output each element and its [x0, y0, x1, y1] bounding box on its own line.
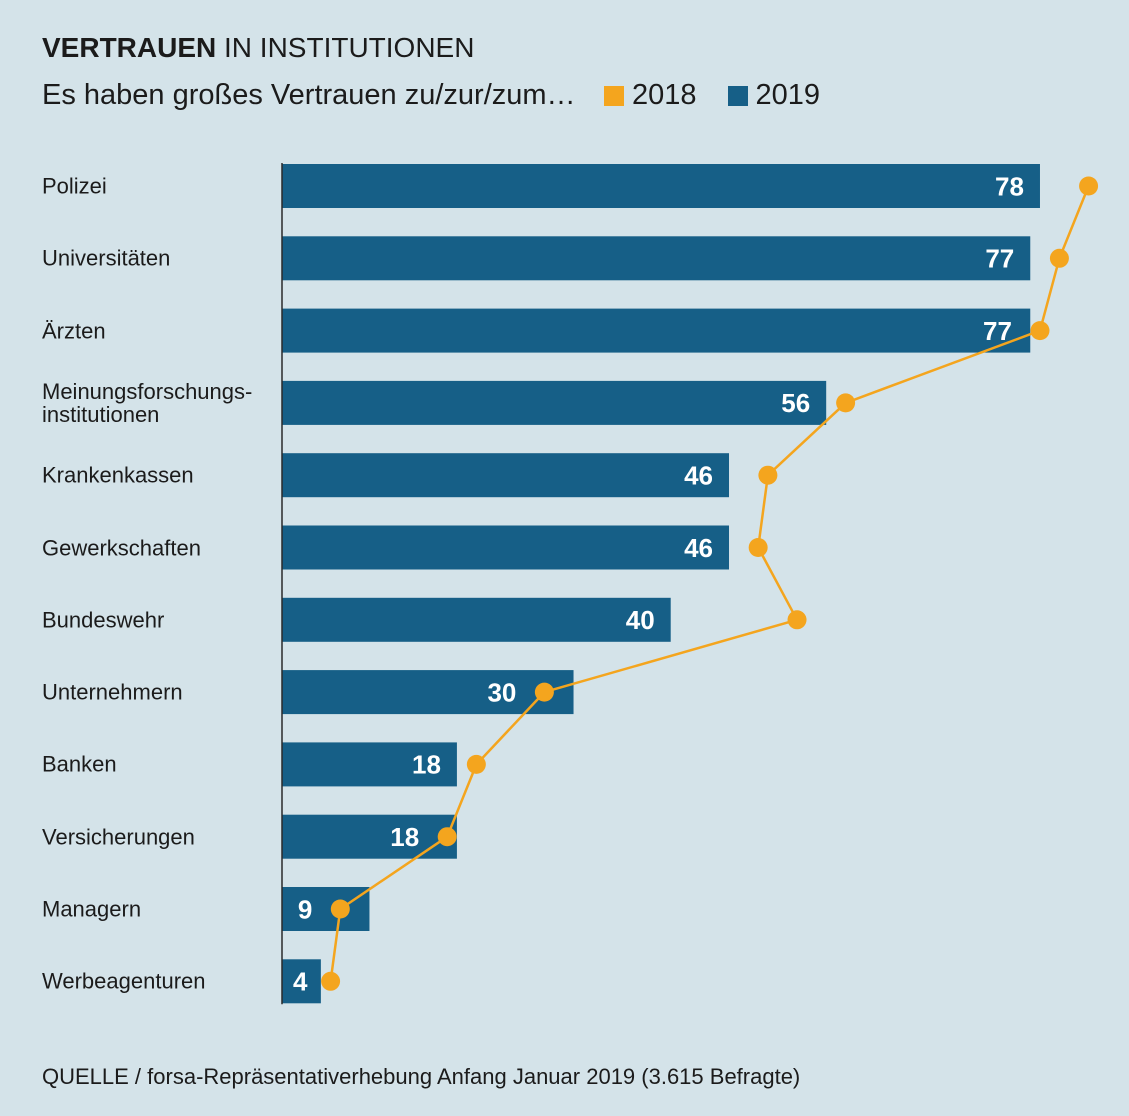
- legend-item-2019: 2019: [727, 79, 821, 111]
- point-2018: [748, 538, 768, 557]
- category-label: Versicherungen: [42, 824, 195, 850]
- point-2018: [330, 899, 350, 919]
- bar-2019: [282, 814, 457, 859]
- bar-2019: [282, 597, 671, 642]
- bar-2019: [282, 525, 730, 570]
- category-label: Werbeagenturen: [42, 968, 206, 994]
- point-2018: [466, 754, 486, 774]
- source-note: QUELLE / forsa-Repräsentativerhebung Anf…: [42, 1064, 801, 1089]
- legend-label-2019: 2019: [755, 79, 821, 111]
- data-label-2019: 18: [390, 822, 419, 852]
- category-label: Gewerkschaften: [42, 535, 201, 560]
- line-series-2018: [321, 176, 1099, 991]
- chart-title-rest: IN INSTITUTIONEN: [224, 32, 475, 63]
- bar-2019: [282, 742, 457, 787]
- category-label: Meinungsforschungs- institutionen: [42, 378, 253, 427]
- data-label-2019: 56: [781, 388, 810, 418]
- point-2018: [1079, 176, 1099, 196]
- data-label-2019: 78: [995, 171, 1024, 201]
- legend-item-2018: 2018: [604, 81, 697, 110]
- point-2018: [1049, 248, 1069, 268]
- point-2018: [534, 682, 554, 702]
- point-2018: [836, 393, 856, 413]
- data-label-2019: 40: [626, 605, 655, 635]
- data-label-2019: 30: [487, 677, 516, 707]
- legend-label-2018: 2018: [632, 79, 697, 111]
- chart-title-bold: VERTRAUEN: [42, 32, 217, 63]
- bar-2019: [282, 453, 730, 498]
- category-label: Krankenkassen: [42, 462, 194, 488]
- chart-subtitle: Es haben großes Vertrauen zu/zur/zum…: [42, 79, 576, 111]
- data-label-2019: 18: [412, 750, 441, 780]
- data-label-2019: 77: [985, 244, 1014, 274]
- legend-swatch-2019: [727, 85, 748, 106]
- bars-2019: [282, 164, 1040, 1004]
- bar-2019: [282, 670, 574, 715]
- point-2018: [787, 610, 807, 630]
- data-labels-2019: 78 77 77 56 46 46 40 30 18 18 9 4: [293, 171, 1024, 996]
- point-2018: [437, 827, 457, 847]
- bar-2019: [282, 308, 1031, 353]
- category-label: Polizei: [42, 173, 107, 199]
- category-label: Universitäten: [42, 245, 171, 271]
- category-label: Managern: [42, 896, 142, 922]
- legend-swatch-2018: [604, 85, 624, 106]
- bar-2019: [282, 380, 827, 425]
- category-label: Banken: [42, 751, 117, 777]
- point-2018: [1030, 321, 1050, 341]
- bar-2019: [282, 959, 321, 1004]
- data-label-2019: 46: [684, 461, 713, 491]
- bar-2019: [282, 164, 1040, 208]
- data-label-2019: 4: [293, 967, 308, 997]
- bar-2019: [282, 887, 370, 931]
- chart-title: VERTRAUEN IN INSTITUTIONEN: [42, 34, 474, 62]
- data-label-2019: 77: [983, 316, 1012, 346]
- category-label: Unternehmern: [42, 679, 183, 705]
- category-label: Ärzten: [42, 318, 106, 344]
- legend: 2018 2019: [604, 81, 820, 110]
- category-label: Bundeswehr: [42, 607, 165, 633]
- line-2018: [329, 185, 1090, 982]
- point-2018: [321, 971, 341, 991]
- point-2018: [758, 465, 778, 485]
- data-label-2019: 9: [298, 894, 312, 924]
- data-label-2019: 46: [684, 533, 713, 563]
- bar-2019: [282, 236, 1031, 281]
